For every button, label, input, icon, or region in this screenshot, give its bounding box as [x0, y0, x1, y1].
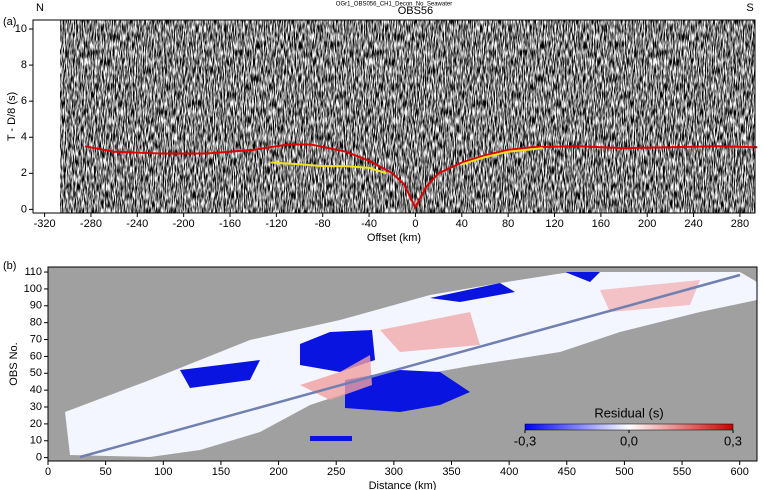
- x-axis-label: Offset (km): [367, 232, 421, 244]
- y-tick-label: 110: [24, 266, 42, 278]
- x-tick-label: -240: [126, 218, 148, 230]
- y-tick-label: 10: [30, 435, 42, 447]
- y-tick-label: 80: [30, 317, 42, 329]
- x-tick-label: 350: [442, 466, 460, 478]
- y-tick-label: 30: [30, 401, 42, 413]
- seismic-section: [60, 20, 755, 213]
- x-tick-label: 550: [673, 466, 691, 478]
- plot-frame: [47, 266, 758, 462]
- x-tick-label: -280: [80, 218, 102, 230]
- y-tick-label: 6: [21, 95, 27, 107]
- colorbar-tick-label: 0,3: [724, 433, 742, 448]
- station-label: OBS56: [398, 5, 433, 17]
- colorbar-tick-label: 0,0: [620, 433, 638, 448]
- panel-label: (b): [3, 260, 16, 272]
- y-tick-label: 4: [21, 131, 27, 143]
- direction-label: N: [36, 2, 44, 14]
- x-axis-label: Distance (km): [369, 480, 437, 490]
- x-tick-label: -320: [34, 218, 56, 230]
- y-tick-label: 40: [30, 384, 42, 396]
- y-tick-label: 8: [21, 59, 27, 71]
- x-tick-label: -80: [315, 218, 331, 230]
- y-tick-label: 70: [30, 333, 42, 345]
- y-tick-label: 90: [30, 300, 42, 312]
- x-tick-label: 0: [45, 466, 51, 478]
- x-tick-label: 280: [731, 218, 749, 230]
- x-tick-label: 40: [456, 218, 468, 230]
- y-tick-label: 50: [30, 367, 42, 379]
- y-tick-label: 100: [24, 283, 42, 295]
- x-tick-label: 240: [684, 218, 702, 230]
- y-tick-label: 60: [30, 350, 42, 362]
- x-tick-label: -160: [219, 218, 241, 230]
- pick-line: [85, 143, 758, 210]
- x-tick-label: 150: [212, 466, 230, 478]
- colorbar: [524, 423, 734, 431]
- panel-label: (a): [3, 16, 16, 28]
- x-tick-label: 300: [385, 466, 403, 478]
- y-axis-label: T - D/8 (s): [6, 92, 18, 141]
- y-tick-label: 0: [36, 452, 42, 464]
- plot-frame: [32, 19, 756, 214]
- y-tick-label: 2: [21, 167, 27, 179]
- x-tick-label: 50: [100, 466, 112, 478]
- x-tick-label: 120: [545, 218, 563, 230]
- figure-title: OGr1_OBS056_CH1_Decon_No_Seawater: [336, 2, 452, 8]
- direction-label: S: [746, 2, 753, 14]
- x-tick-label: 400: [500, 466, 518, 478]
- pick-line: [270, 147, 544, 175]
- y-tick-label: 10: [15, 23, 27, 35]
- x-tick-label: 0: [412, 218, 418, 230]
- x-tick-label: 600: [731, 466, 749, 478]
- colorbar-label: Residual (s): [594, 405, 663, 420]
- x-tick-label: -200: [173, 218, 195, 230]
- x-tick-label: 80: [502, 218, 514, 230]
- x-tick-label: 100: [154, 466, 172, 478]
- x-tick-label: 200: [638, 218, 656, 230]
- colorbar-tick-label: -0,3: [514, 433, 536, 448]
- x-tick-label: 500: [615, 466, 633, 478]
- y-tick-label: 20: [30, 418, 42, 430]
- residual-field: [48, 267, 757, 461]
- y-axis-label: OBS No.: [8, 342, 20, 385]
- y-tick-label: 0: [21, 203, 27, 215]
- x-tick-label: 450: [558, 466, 576, 478]
- x-tick-label: -120: [265, 218, 287, 230]
- x-tick-label: 160: [592, 218, 610, 230]
- x-tick-label: 250: [327, 466, 345, 478]
- x-tick-label: -40: [361, 218, 377, 230]
- x-tick-label: 200: [269, 466, 287, 478]
